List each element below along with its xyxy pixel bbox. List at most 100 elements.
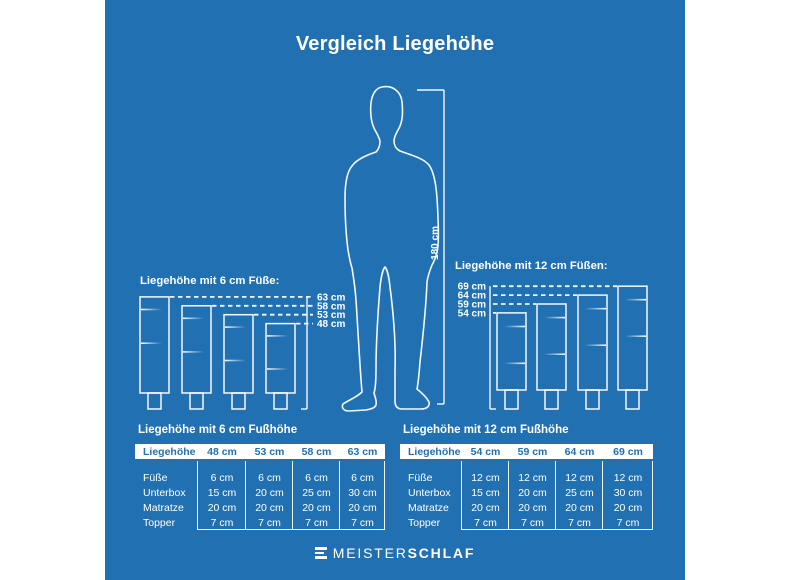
bed-layer-divider <box>585 307 606 310</box>
table-header-value: 69 cm <box>613 445 643 458</box>
bed-layer-divider <box>225 359 246 362</box>
table-header-value: 64 cm <box>564 445 595 458</box>
table-cell-value: 20 cm <box>471 501 500 514</box>
table-header-value: 48 cm <box>207 445 237 458</box>
table-body: Füße 6 cm 6 cm 6 cm 6 cm Unterbox 15 cm 20 cm 25… <box>135 470 385 530</box>
table-cell-value: 12 cm <box>565 471 594 484</box>
table-row: Matratze 20 cm 20 cm 20 cm 20 cm <box>400 500 653 515</box>
table-cell-label: Unterbox <box>143 486 186 499</box>
table-header-row: Liegehöhe 54 cm 59 cm 64 cm 69 cm <box>400 444 653 459</box>
table-cell-value: 20 cm <box>518 486 547 499</box>
bed-height-label: 64 cm <box>458 291 486 302</box>
table-header-value: 54 cm <box>470 445 501 458</box>
bed-foot <box>544 389 559 410</box>
table-cell-value: 20 cm <box>302 501 331 514</box>
table-row: Topper 7 cm 7 cm 7 cm 7 cm <box>135 515 385 530</box>
bed-foot <box>189 392 204 410</box>
bed-layer-divider <box>625 335 646 337</box>
bed-layer-divider <box>225 326 246 328</box>
left-diagram-label: Liegehöhe mit 6 cm Füße: <box>140 275 279 287</box>
table-cell-value: 20 cm <box>255 501 284 514</box>
bed-layer-divider <box>267 335 288 337</box>
bed-outline <box>496 312 527 391</box>
table-cell-value: 6 cm <box>258 471 281 484</box>
table-cell-value: 30 cm <box>348 486 377 499</box>
bed-foot <box>585 389 600 410</box>
bed-layer-divider <box>504 362 525 365</box>
bed-foot <box>231 392 246 410</box>
table-column-separator <box>338 461 340 530</box>
table-row: Unterbox 15 cm 20 cm 25 cm 30 cm <box>135 485 385 500</box>
table-12cm-feet: Liegehöhe mit 12 cm Fußhöhe Liegehöhe 54 … <box>400 424 653 536</box>
bed-outline <box>265 322 296 394</box>
table-column-separator <box>554 461 556 530</box>
bed-height-label: 53 cm <box>317 310 345 321</box>
table-cell-label: Füße <box>143 471 168 484</box>
bed-layer-divider <box>141 308 162 311</box>
table-cell-label: Unterbox <box>408 486 451 499</box>
table-row: Füße 6 cm 6 cm 6 cm 6 cm <box>135 470 385 485</box>
table-cell-value: 20 cm <box>518 501 547 514</box>
table-row: Unterbox 15 cm 20 cm 25 cm 30 cm <box>400 485 653 500</box>
table-6cm-feet: Liegehöhe mit 6 cm Fußhöhe Liegehöhe 48 c… <box>135 424 385 536</box>
table-title: Liegehöhe mit 12 cm Fußhöhe <box>403 424 569 436</box>
table-body: Füße 12 cm 12 cm 12 cm 12 cm Unterbox 15 cm 20 … <box>400 470 653 530</box>
height-comparison-diagram: 180 cm Liegehöhe mit 6 cm Füße: Liegehöh… <box>139 85 648 412</box>
bed-outline <box>139 296 170 394</box>
table-column-separator <box>196 461 198 530</box>
bed-height-label: 48 cm <box>317 319 345 330</box>
table-row: Topper 7 cm 7 cm 7 cm 7 cm <box>400 515 653 530</box>
table-cell-label: Matratze <box>143 501 184 514</box>
bed-foot <box>147 392 162 410</box>
bed-layer-divider <box>585 344 606 346</box>
table-cell-value: 15 cm <box>471 486 500 499</box>
table-column-separator <box>291 461 293 530</box>
table-column-separator <box>244 461 246 530</box>
person-height-measure: 180 cm <box>417 89 445 405</box>
brand-logo: MEISTERSCHLAF <box>105 545 685 561</box>
table-cell-label: Topper <box>143 516 176 529</box>
table-column-separator <box>507 461 509 530</box>
bed-layer-divider <box>544 353 565 355</box>
bed-foot <box>504 389 519 410</box>
table-cell-value: 25 cm <box>565 486 594 499</box>
table-cell-value: 12 cm <box>613 471 643 484</box>
table-cell-value: 30 cm <box>613 486 643 499</box>
table-row: Matratze 20 cm 20 cm 20 cm 20 cm <box>135 500 385 515</box>
table-header-row: Liegehöhe 48 cm 53 cm 58 cm 63 cm <box>135 444 385 459</box>
table-cell-value: 6 cm <box>305 471 328 484</box>
bed-layer-divider <box>625 298 646 301</box>
table-cell-value: 12 cm <box>471 471 500 484</box>
brand-name-part1: MEISTER <box>332 545 408 561</box>
table-cell-label: Matratze <box>408 501 449 514</box>
brand-name-part2: SCHLAF <box>407 545 476 561</box>
table-header-value: 59 cm <box>517 445 548 458</box>
table-cell-value: 20 cm <box>565 501 594 514</box>
page-title: Vergleich Liegehöhe <box>295 33 495 55</box>
brand-name: MEISTERSCHLAF <box>333 545 475 561</box>
table-bottom-border <box>460 528 653 530</box>
table-cell-value: 7 cm <box>305 516 328 529</box>
table-cell-value: 20 cm <box>255 486 284 499</box>
table-cell-label: Füße <box>408 471 433 484</box>
table-header-value: 53 cm <box>254 445 285 458</box>
table-header-label: Liegehöhe <box>143 445 196 458</box>
bed-foot <box>625 389 640 410</box>
bed-layer-divider <box>141 342 162 344</box>
bed-foot <box>273 392 288 410</box>
table-column-separator <box>460 461 462 530</box>
bed-height-label: 69 cm <box>458 282 486 293</box>
bed-height-label: 63 cm <box>317 292 345 303</box>
table-cell-value: 12 cm <box>518 471 547 484</box>
table-cell-value: 7 cm <box>568 516 591 529</box>
table-cell-value: 7 cm <box>474 516 497 529</box>
table-cell-value: 7 cm <box>616 516 640 529</box>
table-cell-value: 7 cm <box>521 516 544 529</box>
table-bottom-border <box>196 528 385 530</box>
bed-height-label: 58 cm <box>317 301 345 312</box>
bed-layer-divider <box>504 325 525 328</box>
mattress-layers-icon <box>314 546 327 560</box>
table-cell-value: 7 cm <box>210 516 234 529</box>
standing-man-silhouette <box>341 85 440 412</box>
